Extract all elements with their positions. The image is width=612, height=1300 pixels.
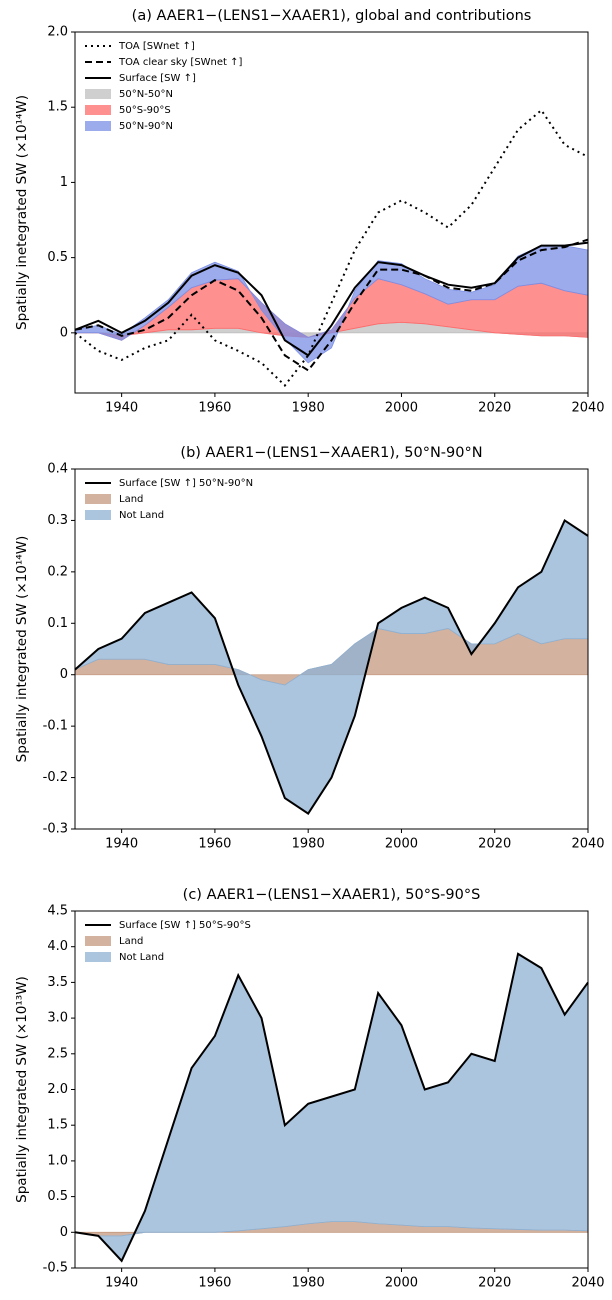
y-tick-label: 2.0: [47, 1082, 68, 1097]
line: [74, 108, 589, 387]
legend-label: TOA [SWnet ↑]: [118, 41, 195, 52]
chart-title: (a) AAER1−(LENS1−XAAER1), global and con…: [132, 8, 532, 24]
legend-label: 50°N-90°N: [119, 121, 173, 132]
y-tick-label: 4.5: [47, 904, 68, 919]
legend-label: Land: [119, 936, 143, 947]
y-tick-label: 1.5: [47, 1118, 68, 1133]
chart-title: (c) AAER1−(LENS1−XAAER1), 50°S-90°S: [183, 887, 481, 903]
legend-label: Surface [SW ↑] 50°N-90°N: [119, 478, 253, 489]
legend-label: Not Land: [119, 952, 164, 963]
y-tick-label: 2.0: [47, 25, 68, 40]
plot-frame: [74, 468, 589, 830]
y-axis-label: Spatially integrated SW (×10¹⁴W): [14, 536, 30, 763]
x-tick-label: 1940: [105, 1276, 138, 1291]
panel: (b) AAER1−(LENS1−XAAER1), 50°N-90°N Spati…: [14, 445, 605, 852]
legend-swatch: [85, 121, 111, 131]
x-tick-label: 1940: [105, 837, 138, 852]
x-tick-label: 1960: [198, 401, 231, 416]
x-tick-label: 2000: [385, 837, 418, 852]
y-axis-label: Spatially integrated SW (×10¹³W): [14, 976, 30, 1203]
x-tick-label: 2000: [385, 1276, 418, 1291]
legend-label: Surface [SW ↑]: [119, 73, 196, 84]
legend-swatch: [85, 494, 111, 504]
y-tick-label: 0.3: [47, 513, 68, 528]
y-tick-label: 0.5: [47, 1189, 68, 1204]
y-tick-label: 2.5: [47, 1046, 68, 1061]
y-tick-label: 0.5: [47, 250, 68, 265]
y-tick-label: 0: [60, 1225, 68, 1240]
plot-frame: [74, 31, 589, 394]
x-tick-label: 1960: [198, 837, 231, 852]
legend-label: 50°S-90°S: [119, 105, 171, 116]
panel: (a) AAER1−(LENS1−XAAER1), global and con…: [14, 8, 605, 416]
y-tick-label: 1: [60, 175, 68, 190]
x-tick-label: 2020: [478, 401, 511, 416]
x-tick-label: 2020: [478, 837, 511, 852]
y-tick-label: 1.0: [47, 1153, 68, 1168]
legend-swatch: [85, 510, 111, 520]
y-tick-label: 0.2: [47, 564, 68, 579]
x-tick-label: 1980: [292, 1276, 325, 1291]
y-tick-label: -0.1: [43, 719, 68, 734]
y-tick-label: -0.3: [43, 822, 68, 837]
y-tick-label: 0: [60, 325, 68, 340]
y-tick-label: 0.1: [47, 616, 68, 631]
x-tick-label: 2040: [571, 401, 604, 416]
legend-label: Surface [SW ↑] 50°S-90°S: [119, 920, 251, 931]
y-tick-label: 0: [60, 667, 68, 682]
line: [74, 518, 589, 815]
x-tick-label: 2040: [571, 837, 604, 852]
legend-swatch: [85, 89, 111, 99]
line: [74, 241, 589, 357]
y-tick-label: -0.5: [43, 1261, 68, 1276]
legend-label: 50°N-50°N: [119, 89, 173, 100]
panel: (c) AAER1−(LENS1−XAAER1), 50°S-90°S Spati…: [14, 887, 605, 1291]
legend-label: Land: [119, 494, 143, 505]
y-tick-label: 1.5: [47, 100, 68, 115]
legend-swatch: [85, 105, 111, 115]
x-tick-label: 1980: [292, 401, 325, 416]
y-tick-label: 3.5: [47, 975, 68, 990]
y-tick-label: -0.2: [43, 770, 68, 785]
x-tick-label: 1940: [105, 401, 138, 416]
legend-swatch: [85, 936, 111, 946]
chart-title: (b) AAER1−(LENS1−XAAER1), 50°N-90°N: [180, 445, 482, 461]
legend-swatch: [85, 952, 111, 962]
x-tick-label: 1980: [292, 837, 325, 852]
y-axis-label: Spatially inetegrated SW (×10¹⁴W): [14, 95, 30, 330]
x-tick-label: 1960: [198, 1276, 231, 1291]
area: [74, 953, 589, 1262]
line: [74, 952, 589, 1263]
legend-label: TOA clear sky [SWnet ↑]: [118, 57, 243, 68]
legend-label: Not Land: [119, 510, 164, 521]
y-tick-label: 4.0: [47, 939, 68, 954]
line: [74, 238, 589, 372]
x-tick-label: 2020: [478, 1276, 511, 1291]
y-tick-label: 0.4: [47, 462, 68, 477]
x-tick-label: 2000: [385, 401, 418, 416]
y-tick-label: 3.0: [47, 1011, 68, 1026]
x-tick-label: 2040: [571, 1276, 604, 1291]
